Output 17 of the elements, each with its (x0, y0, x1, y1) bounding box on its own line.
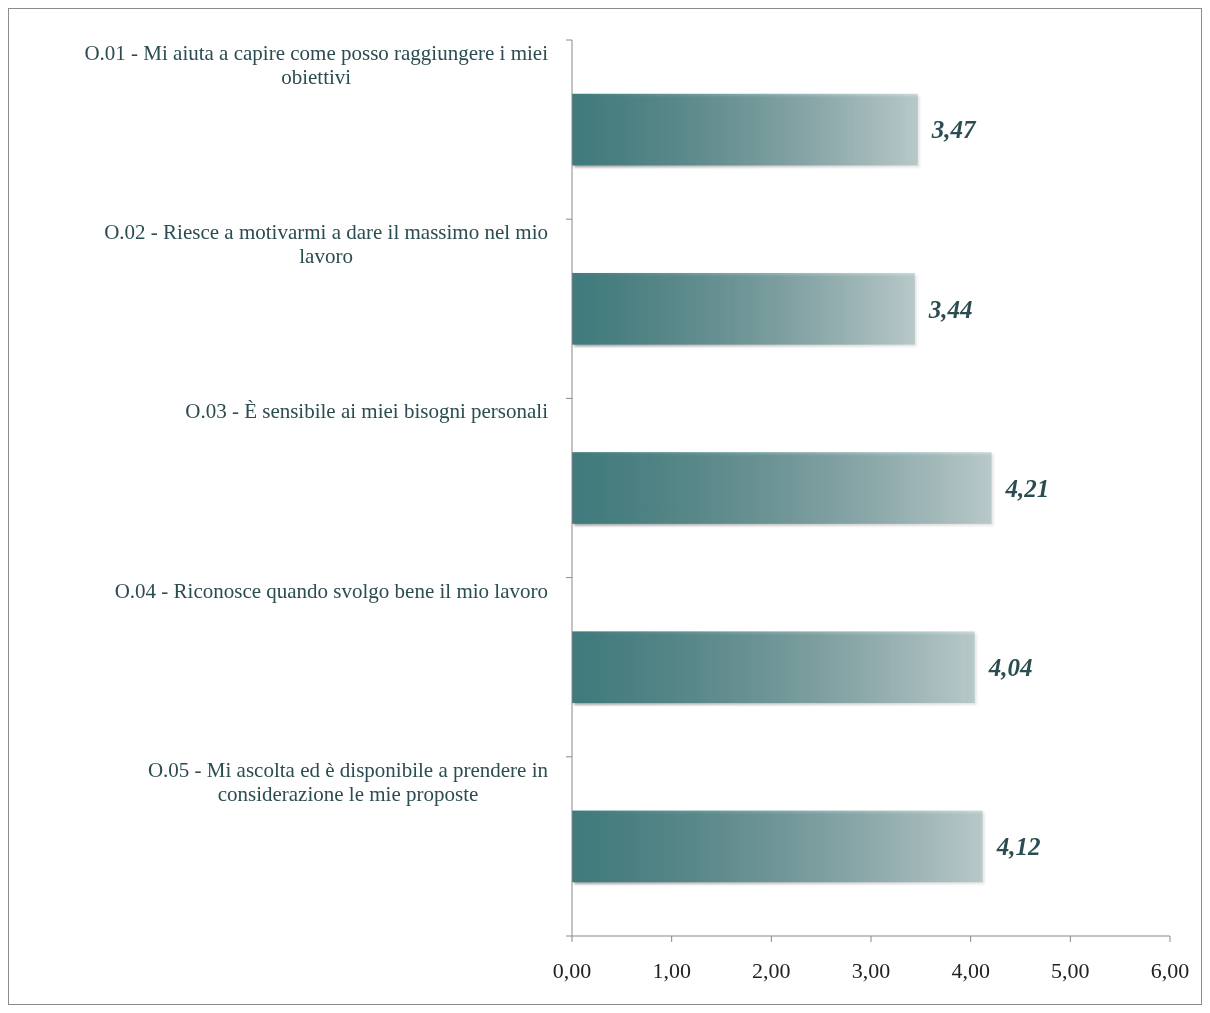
y-tick-label: O.03 - È sensibile ai miei bisogni personali (185, 399, 549, 424)
x-tick-label: 1,00 (652, 958, 691, 983)
y-tick-label: O.01 - Mi aiuta a capire come posso raggiungere i miei obiettivi (84, 41, 549, 90)
data-label: 4,04 (987, 653, 1033, 681)
x-tick-label: 5,00 (1051, 958, 1090, 983)
y-tick-label: O.04 - Riconosce quando svolgo bene il mio lavoro (114, 578, 548, 603)
data-label: 4,12 (995, 833, 1041, 861)
y-tick-label: O.05 - Mi ascolta ed è disponibile a prendere in considerazione le mie proposte (147, 757, 549, 806)
y-tick-label: O.02 - Riesce a motivarmi a dare il massimo nel mio lavoro (104, 220, 548, 269)
x-tick-label: 4,00 (951, 958, 990, 983)
x-tick-label: 0,00 (552, 958, 592, 983)
data-label: 3,44 (927, 295, 973, 323)
x-tick-label: 2,00 (752, 958, 791, 983)
data-label: 4,21 (1004, 474, 1050, 502)
x-tick-label: 3,00 (851, 958, 891, 983)
x-tick-label: 6,00 (1150, 958, 1190, 983)
data-label: 3,47 (930, 116, 978, 144)
